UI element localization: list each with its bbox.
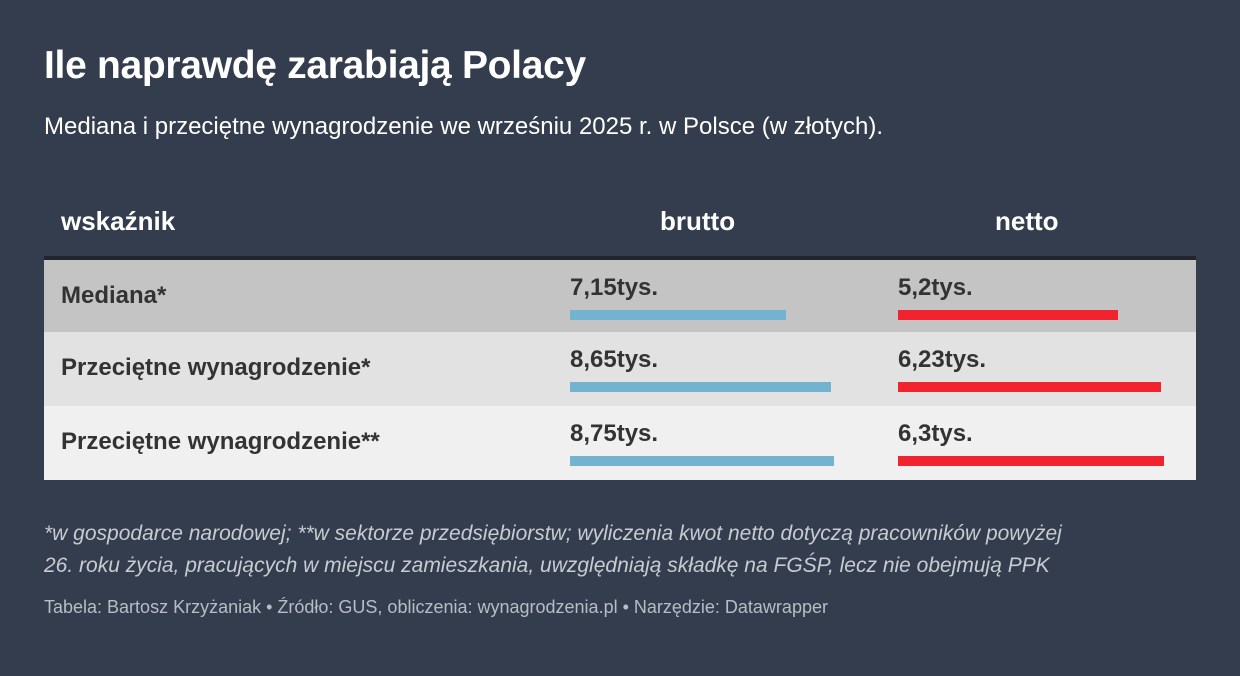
header-divider: [44, 256, 1196, 260]
column-header-indicator: wskaźnik: [61, 206, 176, 236]
netto-value-label: 6,3tys.: [898, 420, 973, 447]
netto-value-label: 6,23tys.: [898, 346, 987, 373]
footnote-line: 26. roku życia, pracujących w miejscu za…: [44, 554, 1050, 577]
row-label: Mediana*: [61, 282, 167, 309]
table-row: Mediana* 7,15tys. 5,2tys.: [44, 260, 1196, 332]
netto-bar: [898, 310, 1118, 320]
table-body: Mediana* 7,15tys. 5,2tys. Przeciętne wyn…: [44, 260, 1196, 480]
footnote-line: *w gospodarce narodowej; **w sektorze pr…: [44, 522, 1062, 545]
row-label: Przeciętne wynagrodzenie**: [61, 428, 380, 455]
footnote: *w gospodarce narodowej; **w sektorze pr…: [44, 518, 1204, 582]
netto-bar: [898, 382, 1161, 392]
brutto-value-label: 8,75tys.: [570, 420, 659, 447]
page-title: Ile naprawdę zarabiają Polacy: [44, 44, 586, 87]
table-row: Przeciętne wynagrodzenie** 8,75tys. 6,3t…: [44, 406, 1196, 480]
brutto-bar: [570, 382, 831, 392]
brutto-value-label: 7,15tys.: [570, 274, 659, 301]
page-subtitle: Mediana i przeciętne wynagrodzenie we wr…: [44, 113, 884, 140]
table-header: wskaźnik brutto netto: [44, 200, 1196, 256]
netto-bar: [898, 456, 1164, 466]
netto-value-label: 5,2tys.: [898, 274, 973, 301]
column-header-netto: netto: [995, 206, 1059, 236]
column-header-brutto: brutto: [660, 206, 736, 236]
brutto-bar: [570, 456, 834, 466]
brutto-bar: [570, 310, 786, 320]
brutto-value-label: 8,65tys.: [570, 346, 659, 373]
row-label: Przeciętne wynagrodzenie*: [61, 354, 371, 381]
source-credit: Tabela: Bartosz Krzyżaniak • Źródło: GUS…: [44, 597, 828, 617]
table-row: Przeciętne wynagrodzenie* 8,65tys. 6,23t…: [44, 332, 1196, 406]
